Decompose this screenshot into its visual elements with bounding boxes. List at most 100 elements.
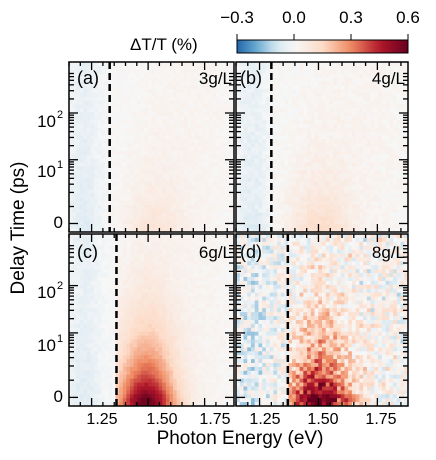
heatmap-cell — [176, 228, 181, 233]
heatmap-cell — [366, 177, 372, 183]
heatmap-cell — [348, 77, 353, 82]
heatmap-cell — [176, 261, 181, 266]
heatmap-cell — [230, 249, 235, 254]
heatmap-cell — [299, 65, 304, 71]
heatmap-cell — [247, 193, 252, 198]
heatmap-cell — [295, 100, 300, 105]
heatmap-cell — [86, 77, 91, 82]
heatmap-cell — [155, 85, 160, 90]
heatmap-cell — [76, 92, 81, 98]
heatmap-cell — [155, 265, 160, 270]
heatmap-cell — [310, 220, 315, 225]
heatmap-cell — [374, 174, 379, 179]
heatmap-cell — [314, 197, 319, 202]
heatmap-cell — [400, 216, 405, 221]
heatmap-cell — [115, 154, 120, 159]
heatmap-cell — [385, 112, 390, 117]
heatmap-cell — [366, 174, 372, 179]
heatmap-cell — [165, 249, 170, 254]
heatmap-cell — [208, 245, 213, 251]
heatmap-cell — [101, 249, 106, 254]
heatmap-cell — [336, 135, 342, 140]
heatmap-cell — [284, 81, 289, 86]
heatmap-cell — [351, 77, 357, 82]
heatmap-cell — [355, 81, 360, 86]
heatmap-cell — [284, 204, 289, 210]
heatmap-cell — [303, 127, 308, 132]
heatmap-cell — [176, 208, 181, 214]
heatmap-cell — [194, 116, 199, 121]
heatmap-cell — [112, 269, 117, 274]
heatmap-cell — [69, 224, 73, 229]
heatmap-cell — [230, 77, 235, 82]
heatmap-cell — [239, 127, 244, 132]
heatmap-cell — [400, 212, 405, 217]
heatmap-cell — [329, 216, 334, 221]
heatmap-cell — [97, 204, 102, 210]
heatmap-cell — [344, 170, 349, 175]
heatmap-cell — [219, 62, 224, 67]
heatmap-cell — [140, 69, 145, 74]
heatmap-cell — [329, 212, 334, 217]
heatmap-cell — [340, 85, 345, 90]
heatmap-cell — [400, 81, 405, 86]
heatmap-cell — [190, 249, 195, 254]
heatmap-cell — [400, 116, 405, 121]
heatmap-cell — [389, 216, 394, 221]
heatmap-cell — [122, 89, 127, 94]
heatmap-cell — [190, 104, 195, 109]
heatmap-cell — [389, 220, 394, 225]
heatmap-cell — [277, 92, 282, 98]
heatmap-cell — [173, 123, 178, 129]
heatmap-cell — [176, 158, 181, 163]
heatmap-cell — [303, 135, 308, 140]
heatmap-cell — [239, 139, 244, 144]
heatmap-cell — [194, 158, 199, 163]
heatmap-cell — [378, 62, 383, 67]
heatmap-cell — [273, 119, 278, 125]
heatmap-cell — [333, 147, 338, 152]
panel-a-frame — [68, 61, 235, 233]
heatmap-cell — [363, 131, 368, 136]
heatmap-cell — [129, 104, 134, 109]
heatmap-cell — [176, 273, 181, 278]
heatmap-cell — [212, 73, 217, 78]
heatmap-cell — [243, 143, 248, 148]
heatmap-cell — [348, 96, 353, 102]
heatmap-cell — [236, 189, 241, 194]
heatmap-cell — [303, 92, 308, 98]
heatmap-cell — [151, 96, 156, 102]
heatmap-cell — [236, 127, 241, 132]
heatmap-cell — [385, 69, 390, 74]
heatmap-cell — [239, 119, 244, 125]
heatmap-cell — [389, 119, 394, 125]
heatmap-cell — [94, 170, 99, 175]
heatmap-cell — [137, 139, 142, 144]
heatmap-cell — [126, 177, 131, 183]
heatmap-cell — [344, 112, 349, 117]
heatmap-cell — [198, 280, 203, 286]
heatmap-cell — [86, 201, 91, 206]
heatmap-cell — [101, 237, 106, 243]
heatmap-cell — [76, 197, 81, 202]
heatmap-cell — [69, 257, 73, 262]
heatmap-cell — [165, 108, 170, 113]
heatmap-cell — [223, 100, 228, 105]
heatmap-cell — [381, 62, 386, 67]
heatmap-cell — [97, 166, 102, 171]
heatmap-cell — [201, 62, 206, 67]
heatmap-cell — [265, 123, 271, 129]
heatmap-cell — [140, 116, 145, 121]
heatmap-cell — [173, 85, 178, 90]
heatmap-cell — [208, 119, 213, 125]
heatmap-cell — [303, 174, 308, 179]
heatmap-cell — [378, 89, 383, 94]
heatmap-cell — [396, 220, 401, 225]
heatmap-cell — [112, 154, 117, 159]
heatmap-cell — [277, 158, 282, 163]
heatmap-cell — [254, 81, 259, 86]
heatmap-cell — [318, 224, 323, 229]
heatmap-cell — [336, 85, 342, 90]
heatmap-cell — [404, 224, 409, 229]
heatmap-cell — [101, 150, 106, 156]
